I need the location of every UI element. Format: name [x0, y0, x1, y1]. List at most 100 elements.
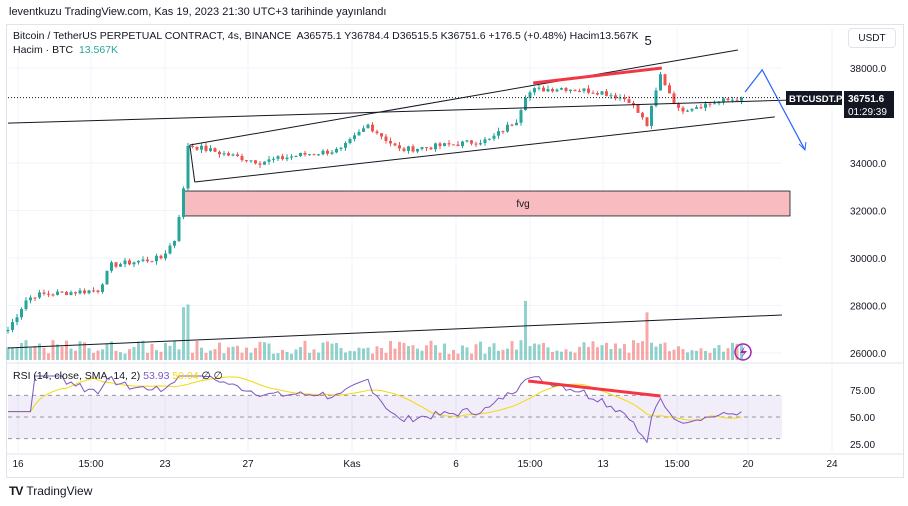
volume-bar [600, 345, 604, 360]
tradingview-logo[interactable]: TV TradingView [9, 484, 92, 498]
price-axis-label: 30000.0 [850, 254, 887, 265]
volume-bar [447, 353, 451, 360]
candle-body [510, 124, 514, 126]
price-axis-label: 28000.0 [850, 302, 887, 313]
volume-bar [479, 341, 482, 360]
rsi-divergence-line [528, 379, 661, 398]
volume-bar [668, 351, 671, 360]
volume-bar [177, 349, 181, 360]
volume-bar [303, 340, 307, 360]
volume-bar [591, 341, 595, 360]
candle-body [650, 105, 653, 126]
candle-body [641, 112, 644, 118]
price-axis-label: 26000.0 [850, 349, 887, 360]
candle-body [321, 150, 325, 155]
volume-bar [294, 349, 298, 360]
candle-body [515, 122, 518, 126]
volume-bar [533, 343, 536, 360]
currency-button[interactable]: USDT [848, 28, 896, 48]
volume-bar [335, 343, 338, 360]
candle-body [600, 91, 604, 95]
volume-bar [609, 349, 613, 360]
candle-body [6, 330, 10, 332]
volume-bar [173, 340, 176, 360]
candle-body [506, 124, 509, 132]
candle-body [555, 89, 559, 92]
volume-bar [137, 341, 140, 360]
price-tag [844, 91, 894, 118]
volume-bar [204, 352, 208, 360]
volume-bar [519, 340, 523, 360]
candle-body [645, 117, 649, 126]
volume-bar [182, 307, 185, 360]
volume-bar [128, 349, 131, 360]
candle-body [182, 188, 185, 218]
candle-body [285, 157, 289, 160]
candle-body [38, 292, 41, 298]
candle-body [308, 154, 311, 156]
volume-bar [578, 346, 581, 360]
volume-bar [74, 350, 77, 360]
time-axis-label: 15:00 [664, 459, 689, 470]
candle-body [587, 88, 590, 93]
candle-body [713, 103, 716, 105]
lightning-bolt [740, 346, 747, 358]
candle-body [87, 290, 91, 294]
volume-bar [114, 350, 118, 360]
volume-bar [425, 345, 428, 360]
candle-body [159, 255, 163, 259]
volume-bar [722, 351, 725, 360]
volume-bar [326, 341, 329, 360]
volume-bar [42, 347, 46, 360]
volume-bar [213, 349, 217, 360]
volume-bar [384, 352, 388, 360]
price-divergence-line [532, 66, 663, 85]
candle-body [344, 143, 347, 148]
volume-bar [101, 349, 104, 360]
time-axis-label: 16 [12, 459, 24, 470]
candle-body [47, 293, 50, 295]
candle-body [263, 161, 266, 165]
candle-body [339, 147, 343, 149]
volume-bar [150, 343, 154, 360]
candle-body [119, 264, 122, 267]
symbol-name: Bitcoin / TetherUS PERPETUAL CONTRACT, 4… [13, 30, 292, 42]
candle-body [24, 300, 28, 310]
volume-bar [524, 300, 527, 360]
rsi-label: RSI (14, close, SMA, 14, 2) [13, 370, 141, 382]
volume-bar [560, 351, 563, 360]
candle-body [488, 138, 491, 140]
candle-body [690, 108, 694, 111]
candle-body [564, 88, 568, 91]
candle-body [371, 124, 374, 132]
price-tag-value: 36751.6 [848, 94, 885, 105]
volume-bar [506, 348, 509, 360]
volume-bar [119, 352, 122, 360]
candle-body [398, 145, 401, 149]
volume-bar [452, 349, 455, 360]
volume-bar [11, 347, 14, 360]
time-axis-label: 13 [597, 459, 609, 470]
candle-body [128, 260, 131, 265]
candle-body [326, 150, 329, 154]
candle-body [200, 145, 203, 150]
volume-bar [240, 352, 244, 360]
volume-bar [33, 346, 37, 360]
volume-bar [497, 350, 500, 360]
candle-body [582, 88, 586, 91]
candle-body [573, 89, 577, 91]
candle-body [461, 141, 464, 147]
candle-body [236, 154, 239, 157]
volume-bar [398, 341, 401, 360]
candle-body [60, 291, 64, 293]
time-axis-label: 27 [242, 459, 254, 470]
volume-bar [330, 343, 334, 360]
candle-body [195, 146, 199, 150]
candle-body [722, 98, 725, 102]
candle-body [605, 91, 608, 96]
candle-body [357, 131, 361, 136]
candle-body [663, 74, 667, 86]
volume-bar [393, 348, 397, 360]
volume-bar [551, 351, 554, 360]
